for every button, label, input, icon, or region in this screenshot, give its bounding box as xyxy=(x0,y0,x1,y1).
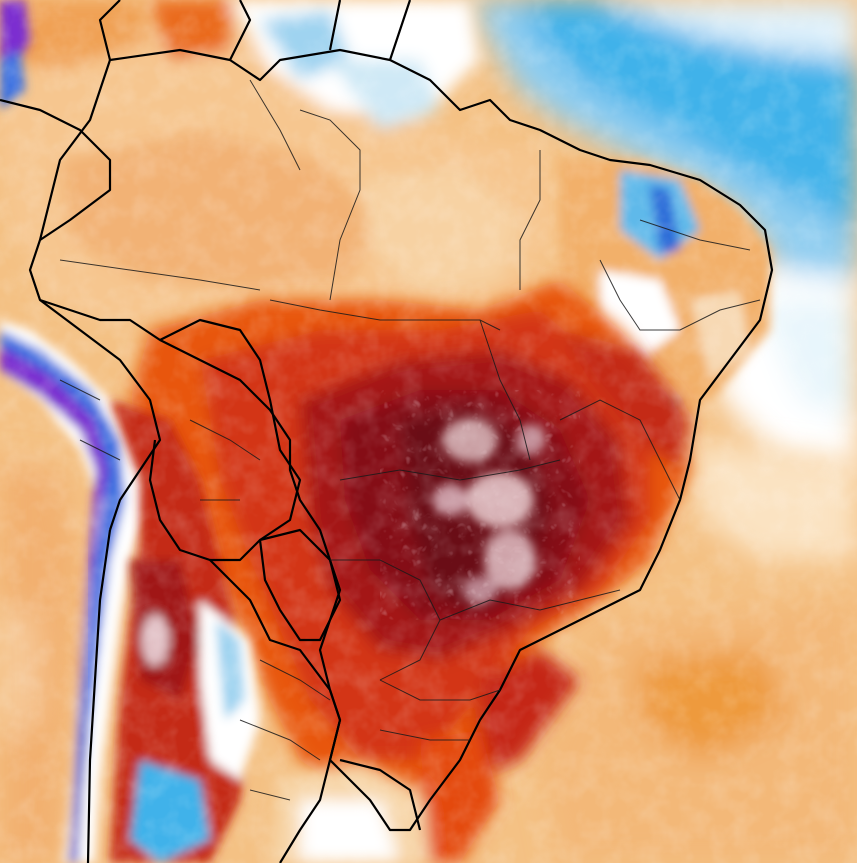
state-border-goias xyxy=(339,459,561,481)
guyana-border xyxy=(229,0,412,61)
state-border-peru-regions xyxy=(59,379,121,461)
state-borders xyxy=(59,79,761,801)
state-border-parana xyxy=(379,679,501,701)
state-border-para-maranhao xyxy=(519,150,541,290)
state-border-sc-rs xyxy=(379,729,470,741)
bolivia-border xyxy=(148,318,302,562)
state-border-bolivia-dept xyxy=(189,419,261,501)
state-border-amazonas-acre xyxy=(59,259,261,291)
state-border-tocantins xyxy=(479,319,531,461)
chile-border xyxy=(86,529,112,863)
state-border-ms xyxy=(330,559,441,681)
state-border-argentina-provinces xyxy=(239,659,331,801)
paraguay-border xyxy=(258,528,342,642)
state-border-mt xyxy=(269,299,501,331)
venezuela-border xyxy=(98,0,121,61)
state-border-sp-mg xyxy=(439,589,621,621)
state-border-bahia xyxy=(559,399,681,501)
state-border-ne xyxy=(599,219,761,331)
colombia-border xyxy=(0,98,112,241)
state-border-roraima xyxy=(249,79,301,171)
uruguay-border xyxy=(339,758,422,831)
state-border-amazonas-para xyxy=(299,109,361,301)
argentina-border xyxy=(209,559,342,863)
peru-border xyxy=(39,299,162,531)
